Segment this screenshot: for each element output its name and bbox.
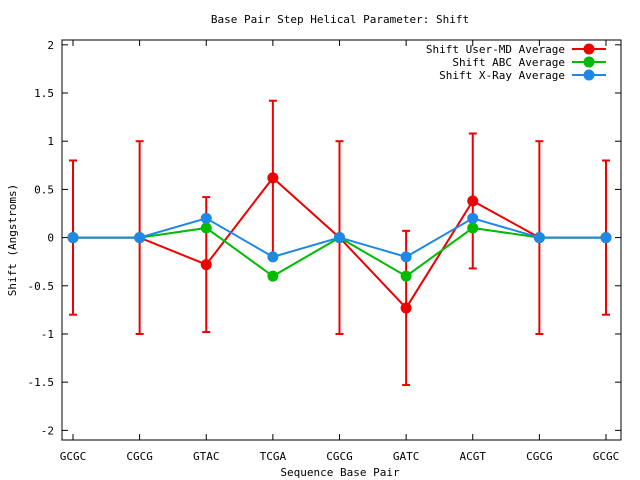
- y-tick-label: -1.5: [28, 376, 55, 389]
- y-tick-label: -0.5: [28, 280, 55, 293]
- x-tick-label: GCGC: [60, 450, 87, 463]
- x-tick-label: TCGA: [260, 450, 287, 463]
- data-point: [467, 195, 478, 206]
- x-tick-label: GCGC: [593, 450, 620, 463]
- data-point: [201, 213, 212, 224]
- data-point: [267, 172, 278, 183]
- data-point: [68, 232, 79, 243]
- data-point: [201, 222, 212, 233]
- data-point: [467, 213, 478, 224]
- data-point: [601, 232, 612, 243]
- y-tick-label: -2: [41, 424, 54, 437]
- y-tick-label: 0: [47, 232, 54, 245]
- legend-label: Shift X-Ray Average: [439, 69, 565, 82]
- data-point: [467, 222, 478, 233]
- data-point: [534, 232, 545, 243]
- y-tick-label: 1: [47, 135, 54, 148]
- data-point: [201, 259, 212, 270]
- data-point: [134, 232, 145, 243]
- x-axis-label: Sequence Base Pair: [280, 466, 400, 479]
- x-tick-label: ACGT: [460, 450, 487, 463]
- data-point: [267, 271, 278, 282]
- data-point: [401, 251, 412, 262]
- x-tick-label: CGCG: [126, 450, 153, 463]
- y-axis-label: Shift (Angstroms): [6, 184, 19, 297]
- data-point: [401, 271, 412, 282]
- legend-label: Shift ABC Average: [452, 56, 565, 69]
- data-point: [401, 302, 412, 313]
- legend-label: Shift User-MD Average: [426, 43, 565, 56]
- series-layer: [68, 101, 612, 385]
- y-tick-label: 2: [47, 39, 54, 52]
- x-tick-label: GTAC: [193, 450, 220, 463]
- x-tick-label: CGCG: [526, 450, 553, 463]
- y-tick-label: 0.5: [34, 183, 54, 196]
- x-tick-label: GATC: [393, 450, 420, 463]
- legend-marker: [584, 44, 595, 55]
- legend-marker: [584, 70, 595, 81]
- data-point: [334, 232, 345, 243]
- data-point: [267, 251, 278, 262]
- x-tick-label: CGCG: [326, 450, 353, 463]
- legend-marker: [584, 57, 595, 68]
- chart-title: Base Pair Step Helical Parameter: Shift: [211, 13, 469, 26]
- y-tick-label: -1: [41, 328, 54, 341]
- y-tick-label: 1.5: [34, 87, 54, 100]
- shift-chart: Base Pair Step Helical Parameter: Shift …: [0, 0, 640, 480]
